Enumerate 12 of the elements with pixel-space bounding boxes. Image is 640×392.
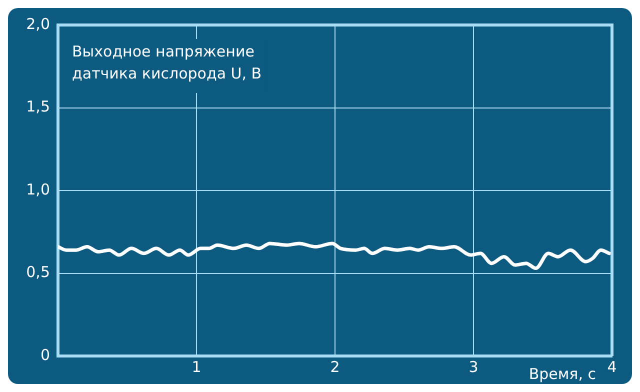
y-tick-label: 0 [40,346,50,364]
y-tick-label: 1,0 [26,180,50,198]
line-series [58,242,611,270]
x-tick-label: 2 [330,358,340,376]
y-tick-label: 2,0 [26,14,50,33]
y-tick-label: 0,5 [26,263,50,282]
x-tick-label: 3 [468,358,478,376]
x-axis-title: Время, с [528,364,596,383]
x-tick-label: 1 [192,358,202,376]
y-axis-title: Выходное напряжение датчика кислорода U, В [72,42,262,82]
y-tick-label: 1,5 [26,98,50,116]
x-tick-label: 4 [607,358,617,376]
